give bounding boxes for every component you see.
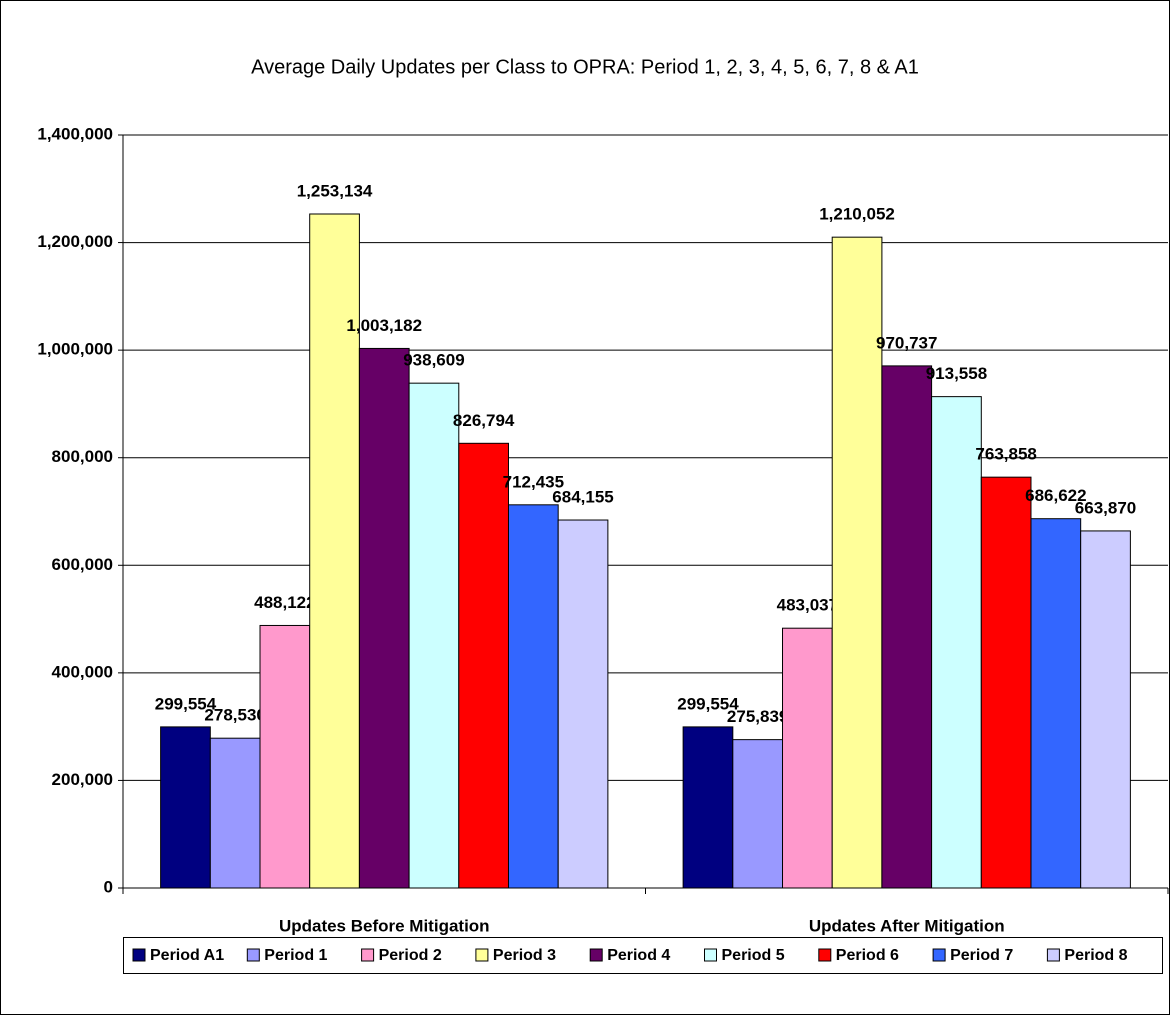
bar: [732, 739, 784, 889]
data-label: 1,003,182: [346, 316, 422, 335]
y-tick-label: 1,400,000: [37, 124, 113, 143]
bar: [831, 236, 883, 889]
bar: [358, 347, 410, 889]
data-label: 488,122: [254, 593, 315, 612]
bar: [408, 382, 460, 889]
y-tick-label: 400,000: [52, 662, 113, 681]
data-label: 712,435: [503, 472, 564, 491]
legend-swatch: [246, 948, 260, 962]
legend-label: Period 6: [836, 947, 899, 964]
data-label: 913,558: [926, 364, 987, 383]
legend-swatch: [589, 948, 603, 962]
y-tick-label: 800,000: [52, 447, 113, 466]
legend-label: Period 5: [722, 947, 785, 964]
legend-label: Period 7: [950, 947, 1013, 964]
bar: [1030, 518, 1082, 889]
bar: [682, 726, 734, 889]
legend-swatch: [1046, 948, 1060, 962]
data-label: 278,530: [204, 706, 265, 725]
bar: [507, 504, 559, 889]
legend-label: Period 1: [264, 947, 327, 964]
legend-swatch: [818, 948, 832, 962]
data-label: 663,870: [1075, 498, 1136, 517]
chart-title: Average Daily Updates per Class to OPRA:…: [251, 56, 919, 78]
legend-label: Period A1: [150, 947, 224, 964]
data-label: 299,554: [677, 694, 739, 713]
data-label: 686,622: [1025, 486, 1086, 505]
legend-label: Period 8: [1064, 947, 1127, 964]
legend-box: [123, 937, 1163, 974]
legend-label: Period 2: [379, 947, 442, 964]
data-label: 970,737: [876, 333, 937, 352]
data-label: 483,037: [777, 596, 838, 615]
data-label: 826,794: [453, 411, 515, 430]
y-tick-label: 600,000: [52, 555, 113, 574]
bar: [881, 365, 933, 889]
data-label: 1,210,052: [819, 205, 895, 224]
legend-label: Period 4: [607, 947, 670, 964]
data-label: 763,858: [975, 445, 1036, 464]
legend-swatch: [932, 948, 946, 962]
bar: [458, 442, 509, 889]
x-tick-label: Updates After Mitigation: [809, 916, 1005, 935]
legend-swatch: [475, 948, 489, 962]
data-label: 1,253,134: [297, 181, 373, 200]
y-tick-label: 1,000,000: [37, 340, 113, 359]
y-tick-label: 0: [104, 877, 113, 896]
legend-label: Period 3: [493, 947, 556, 964]
x-tick-label: Updates Before Mitigation: [279, 916, 490, 935]
data-label: 938,609: [403, 351, 464, 370]
data-label: 275,839: [727, 707, 788, 726]
bar: [782, 627, 833, 889]
bar: [160, 726, 211, 889]
bar: [931, 396, 982, 889]
y-tick-label: 1,200,000: [37, 232, 113, 251]
legend-swatch: [132, 948, 146, 962]
legend-swatch: [704, 948, 717, 962]
bar: [557, 519, 609, 889]
bar: [1080, 530, 1131, 889]
legend-swatch: [361, 948, 375, 962]
data-label: 684,155: [552, 488, 613, 507]
data-label: 299,554: [155, 694, 217, 713]
bar: [259, 624, 311, 889]
y-tick-label: 200,000: [52, 770, 113, 789]
bar: [209, 737, 261, 889]
bar: [980, 476, 1032, 889]
